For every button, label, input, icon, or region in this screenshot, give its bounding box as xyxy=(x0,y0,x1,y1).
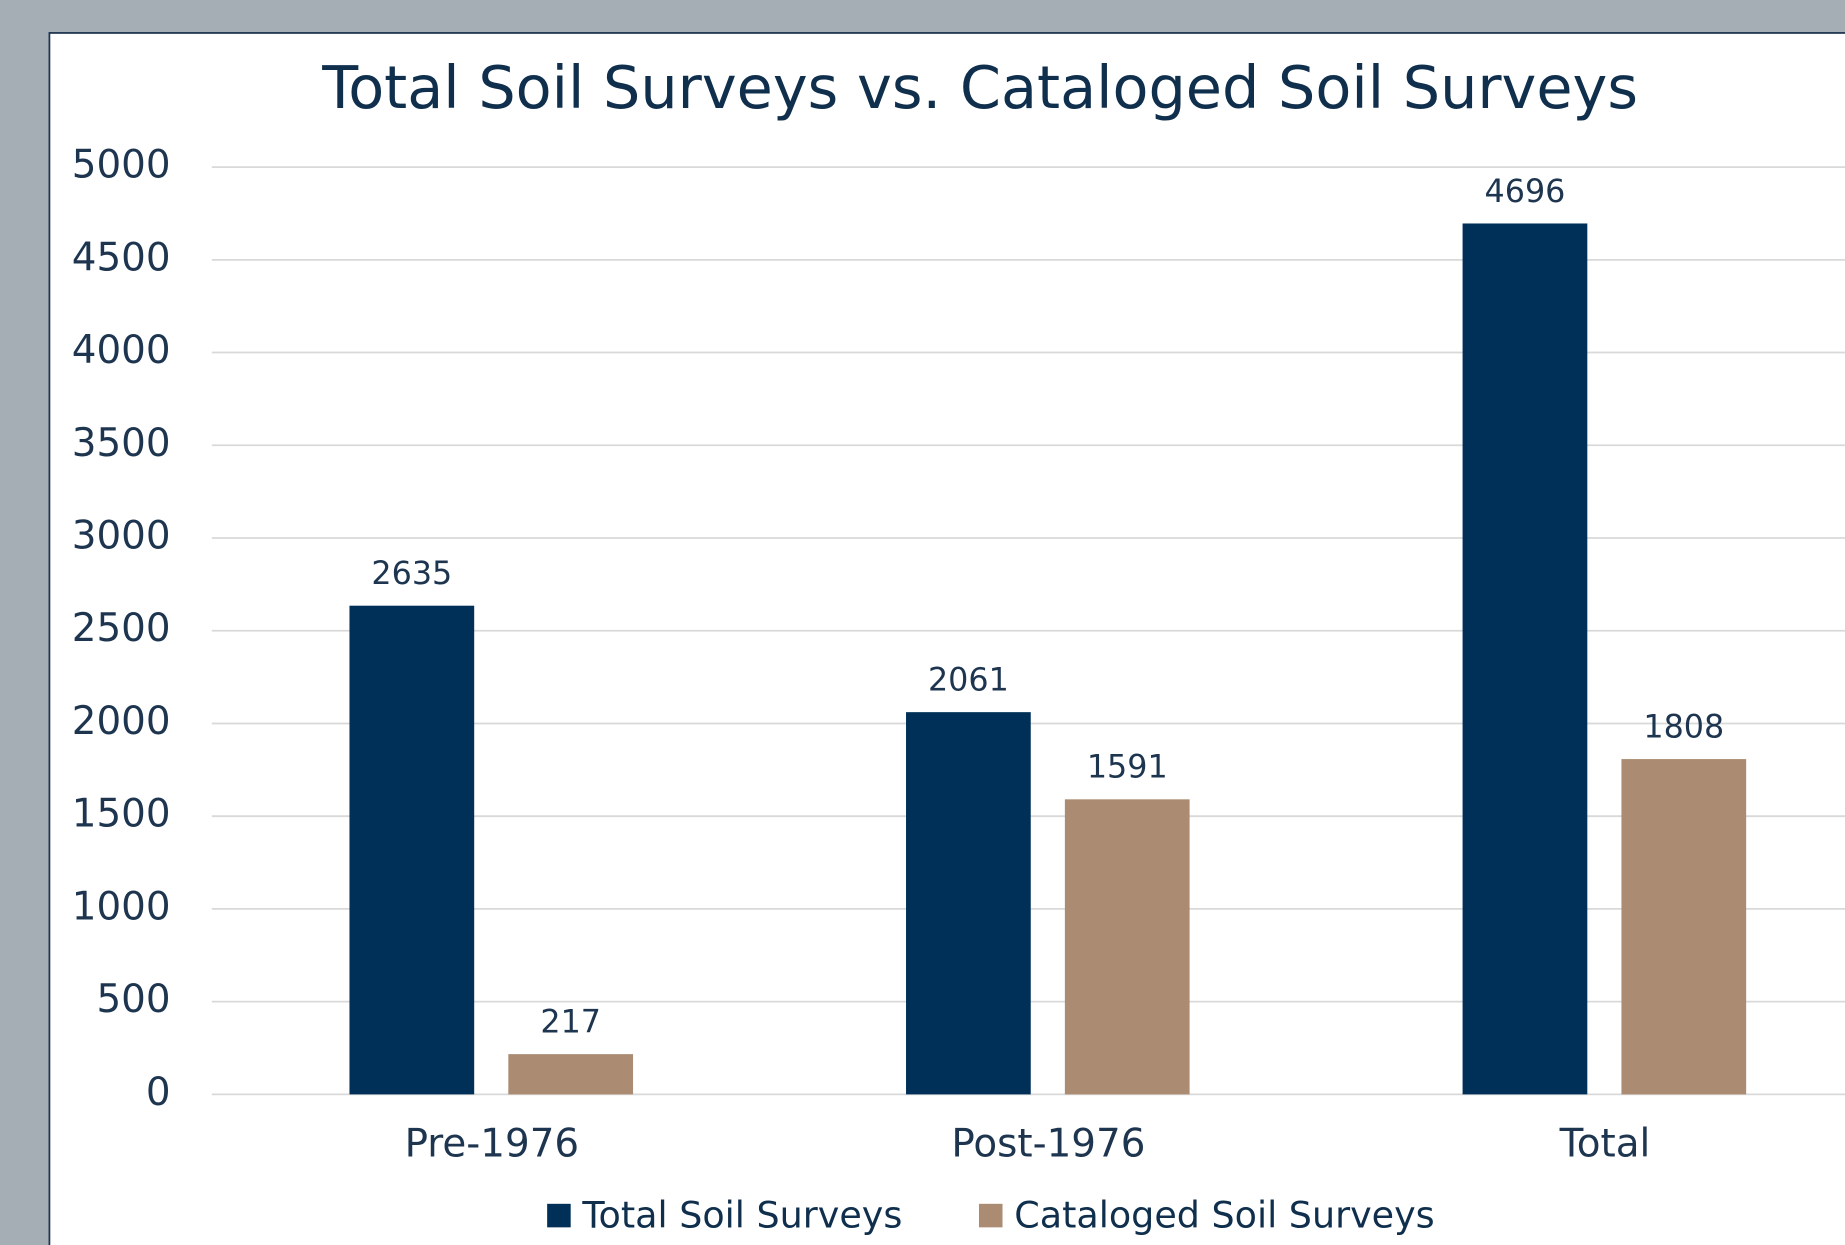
x-tick-label: Post-1976 xyxy=(951,1122,1145,1167)
y-tick-label: 0 xyxy=(146,1070,171,1115)
y-tick-label: 4000 xyxy=(72,328,171,373)
bar xyxy=(1462,223,1588,1095)
data-label: 217 xyxy=(540,1005,601,1041)
y-tick-label: 500 xyxy=(96,977,170,1022)
y-tick-label: 2500 xyxy=(72,606,171,651)
legend-swatch xyxy=(547,1203,571,1228)
y-tick-label: 4500 xyxy=(72,235,171,280)
data-label: 2061 xyxy=(928,663,1009,699)
y-tick-label: 3500 xyxy=(72,421,171,466)
chart-title: Total Soil Surveys vs. Cataloged Soil Su… xyxy=(321,53,1638,122)
legend-swatch xyxy=(978,1203,1003,1228)
bar xyxy=(349,605,475,1095)
y-tick-label: 5000 xyxy=(72,143,171,188)
data-label: 4696 xyxy=(1485,174,1566,210)
x-tick-label: Pre-1976 xyxy=(405,1122,580,1167)
bar xyxy=(1064,799,1190,1095)
bar xyxy=(508,1054,634,1095)
y-tick-label: 1500 xyxy=(72,792,171,837)
legend-label: Total Soil Surveys xyxy=(581,1193,902,1236)
data-label: 1591 xyxy=(1087,750,1168,786)
y-tick-label: 3000 xyxy=(72,514,171,559)
y-tick-label: 1000 xyxy=(72,884,171,929)
x-tick-label: Total xyxy=(1559,1122,1651,1167)
bar xyxy=(1621,759,1747,1095)
data-label: 2635 xyxy=(371,556,452,592)
data-label: 1808 xyxy=(1643,709,1724,745)
legend-label: Cataloged Soil Surveys xyxy=(1014,1193,1434,1236)
y-tick-label: 2000 xyxy=(72,699,171,744)
bar xyxy=(906,712,1031,1095)
